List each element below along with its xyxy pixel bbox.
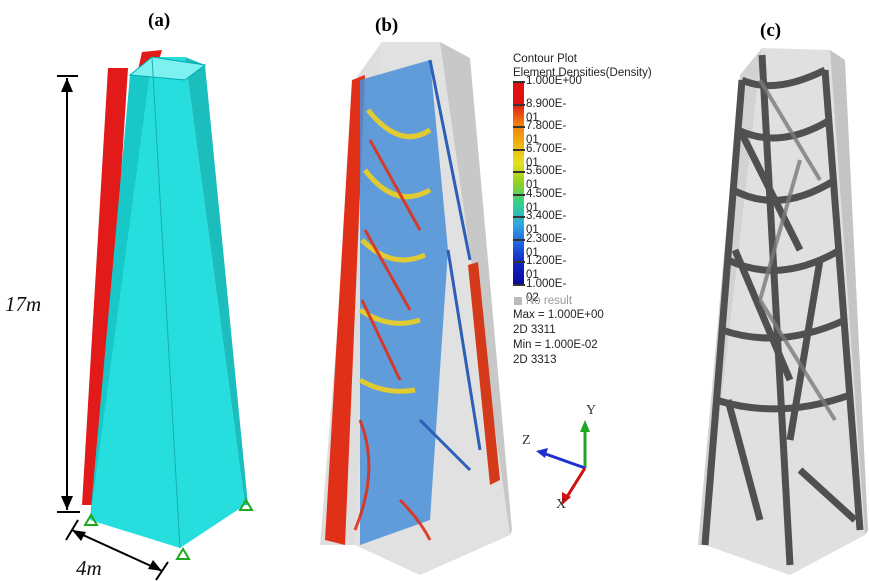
load-strip	[82, 68, 128, 505]
density-edge-left	[325, 75, 365, 545]
legend-title-line2: Element Densities(Density)	[513, 67, 652, 79]
legend-max: Max = 1.000E+00	[513, 309, 604, 321]
legend-color-bar	[513, 82, 524, 285]
legend-no-result: No result	[513, 294, 652, 308]
density-lattice	[360, 60, 448, 545]
shell-c-right	[830, 50, 868, 535]
tower-top-opening	[128, 56, 207, 81]
support-triangle-1	[83, 513, 99, 526]
density-edge-right	[468, 262, 500, 485]
legend-max-element: 2D 3311	[513, 324, 556, 336]
height-label: 17m	[5, 292, 42, 316]
tower-front-face	[90, 57, 245, 548]
contour-legend: Contour Plot Element Densities(Density) …	[513, 52, 652, 368]
axis-z-label: Z	[522, 433, 531, 448]
lattice-members	[358, 108, 432, 394]
support-triangle-3	[238, 498, 254, 511]
legend-min: Min = 1.000E-02	[513, 339, 598, 351]
panel-c-label: (c)	[760, 20, 782, 41]
shell-c-front	[705, 48, 865, 575]
panel-a-label: (a)	[148, 10, 171, 31]
legend-min-element: 2D 3313	[513, 354, 557, 366]
legend-scale: 1.000E+00 8.900E-01 7.800E-01 6.700E-01 …	[513, 75, 652, 304]
legend-stats: Max = 1.000E+00 2D 3311 Min = 1.000E-02 …	[513, 308, 652, 368]
axis-y-label: Y	[586, 403, 597, 418]
tower-right-face	[185, 57, 248, 505]
panel-b-label: (b)	[375, 15, 399, 36]
support-triangle-2	[175, 547, 191, 560]
width-dimension-line	[71, 529, 163, 572]
width-label: 4m	[76, 556, 102, 580]
no-result-swatch	[514, 297, 522, 305]
axis-x-label: X	[556, 497, 567, 512]
legend-title-line1: Contour Plot	[513, 53, 577, 65]
